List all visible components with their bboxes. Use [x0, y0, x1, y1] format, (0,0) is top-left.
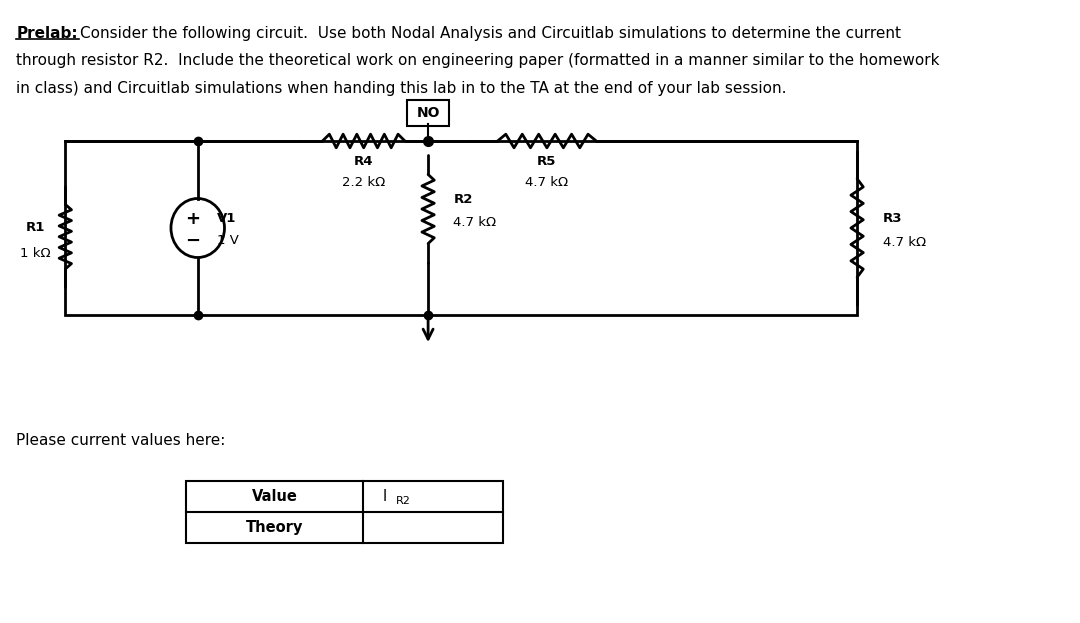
Text: 4.7 kΩ: 4.7 kΩ — [454, 217, 497, 229]
Text: Prelab:: Prelab: — [16, 26, 78, 41]
Text: in class) and Circuitlab simulations when handing this lab in to the TA at the e: in class) and Circuitlab simulations whe… — [16, 81, 787, 96]
Text: R1: R1 — [26, 221, 45, 234]
Text: through resistor R2.  Include the theoretical work on engineering paper (formatt: through resistor R2. Include the theoret… — [16, 54, 940, 69]
Text: Consider the following circuit.  Use both Nodal Analysis and Circuitlab simulati: Consider the following circuit. Use both… — [80, 26, 901, 41]
Text: R4: R4 — [354, 156, 374, 168]
Text: 1 kΩ: 1 kΩ — [21, 247, 51, 260]
Text: R2: R2 — [454, 194, 473, 206]
Text: 1 V: 1 V — [217, 234, 239, 247]
Text: 4.7 kΩ: 4.7 kΩ — [525, 176, 568, 189]
Text: NO: NO — [417, 106, 440, 120]
Bar — [186, 481, 503, 543]
Text: +: + — [185, 210, 200, 228]
Text: Please current values here:: Please current values here: — [16, 433, 226, 448]
Text: Theory: Theory — [245, 520, 303, 535]
FancyBboxPatch shape — [407, 100, 449, 126]
Text: Value: Value — [252, 489, 297, 504]
Text: 4.7 kΩ: 4.7 kΩ — [882, 235, 926, 249]
Bar — [65, 141, 858, 315]
Text: I: I — [382, 489, 387, 504]
Text: R5: R5 — [537, 156, 556, 168]
Text: V1: V1 — [217, 211, 237, 224]
Text: R3: R3 — [882, 212, 902, 226]
Text: R2: R2 — [396, 495, 411, 505]
Text: 2.2 kΩ: 2.2 kΩ — [342, 176, 386, 189]
Text: −: − — [185, 232, 200, 250]
